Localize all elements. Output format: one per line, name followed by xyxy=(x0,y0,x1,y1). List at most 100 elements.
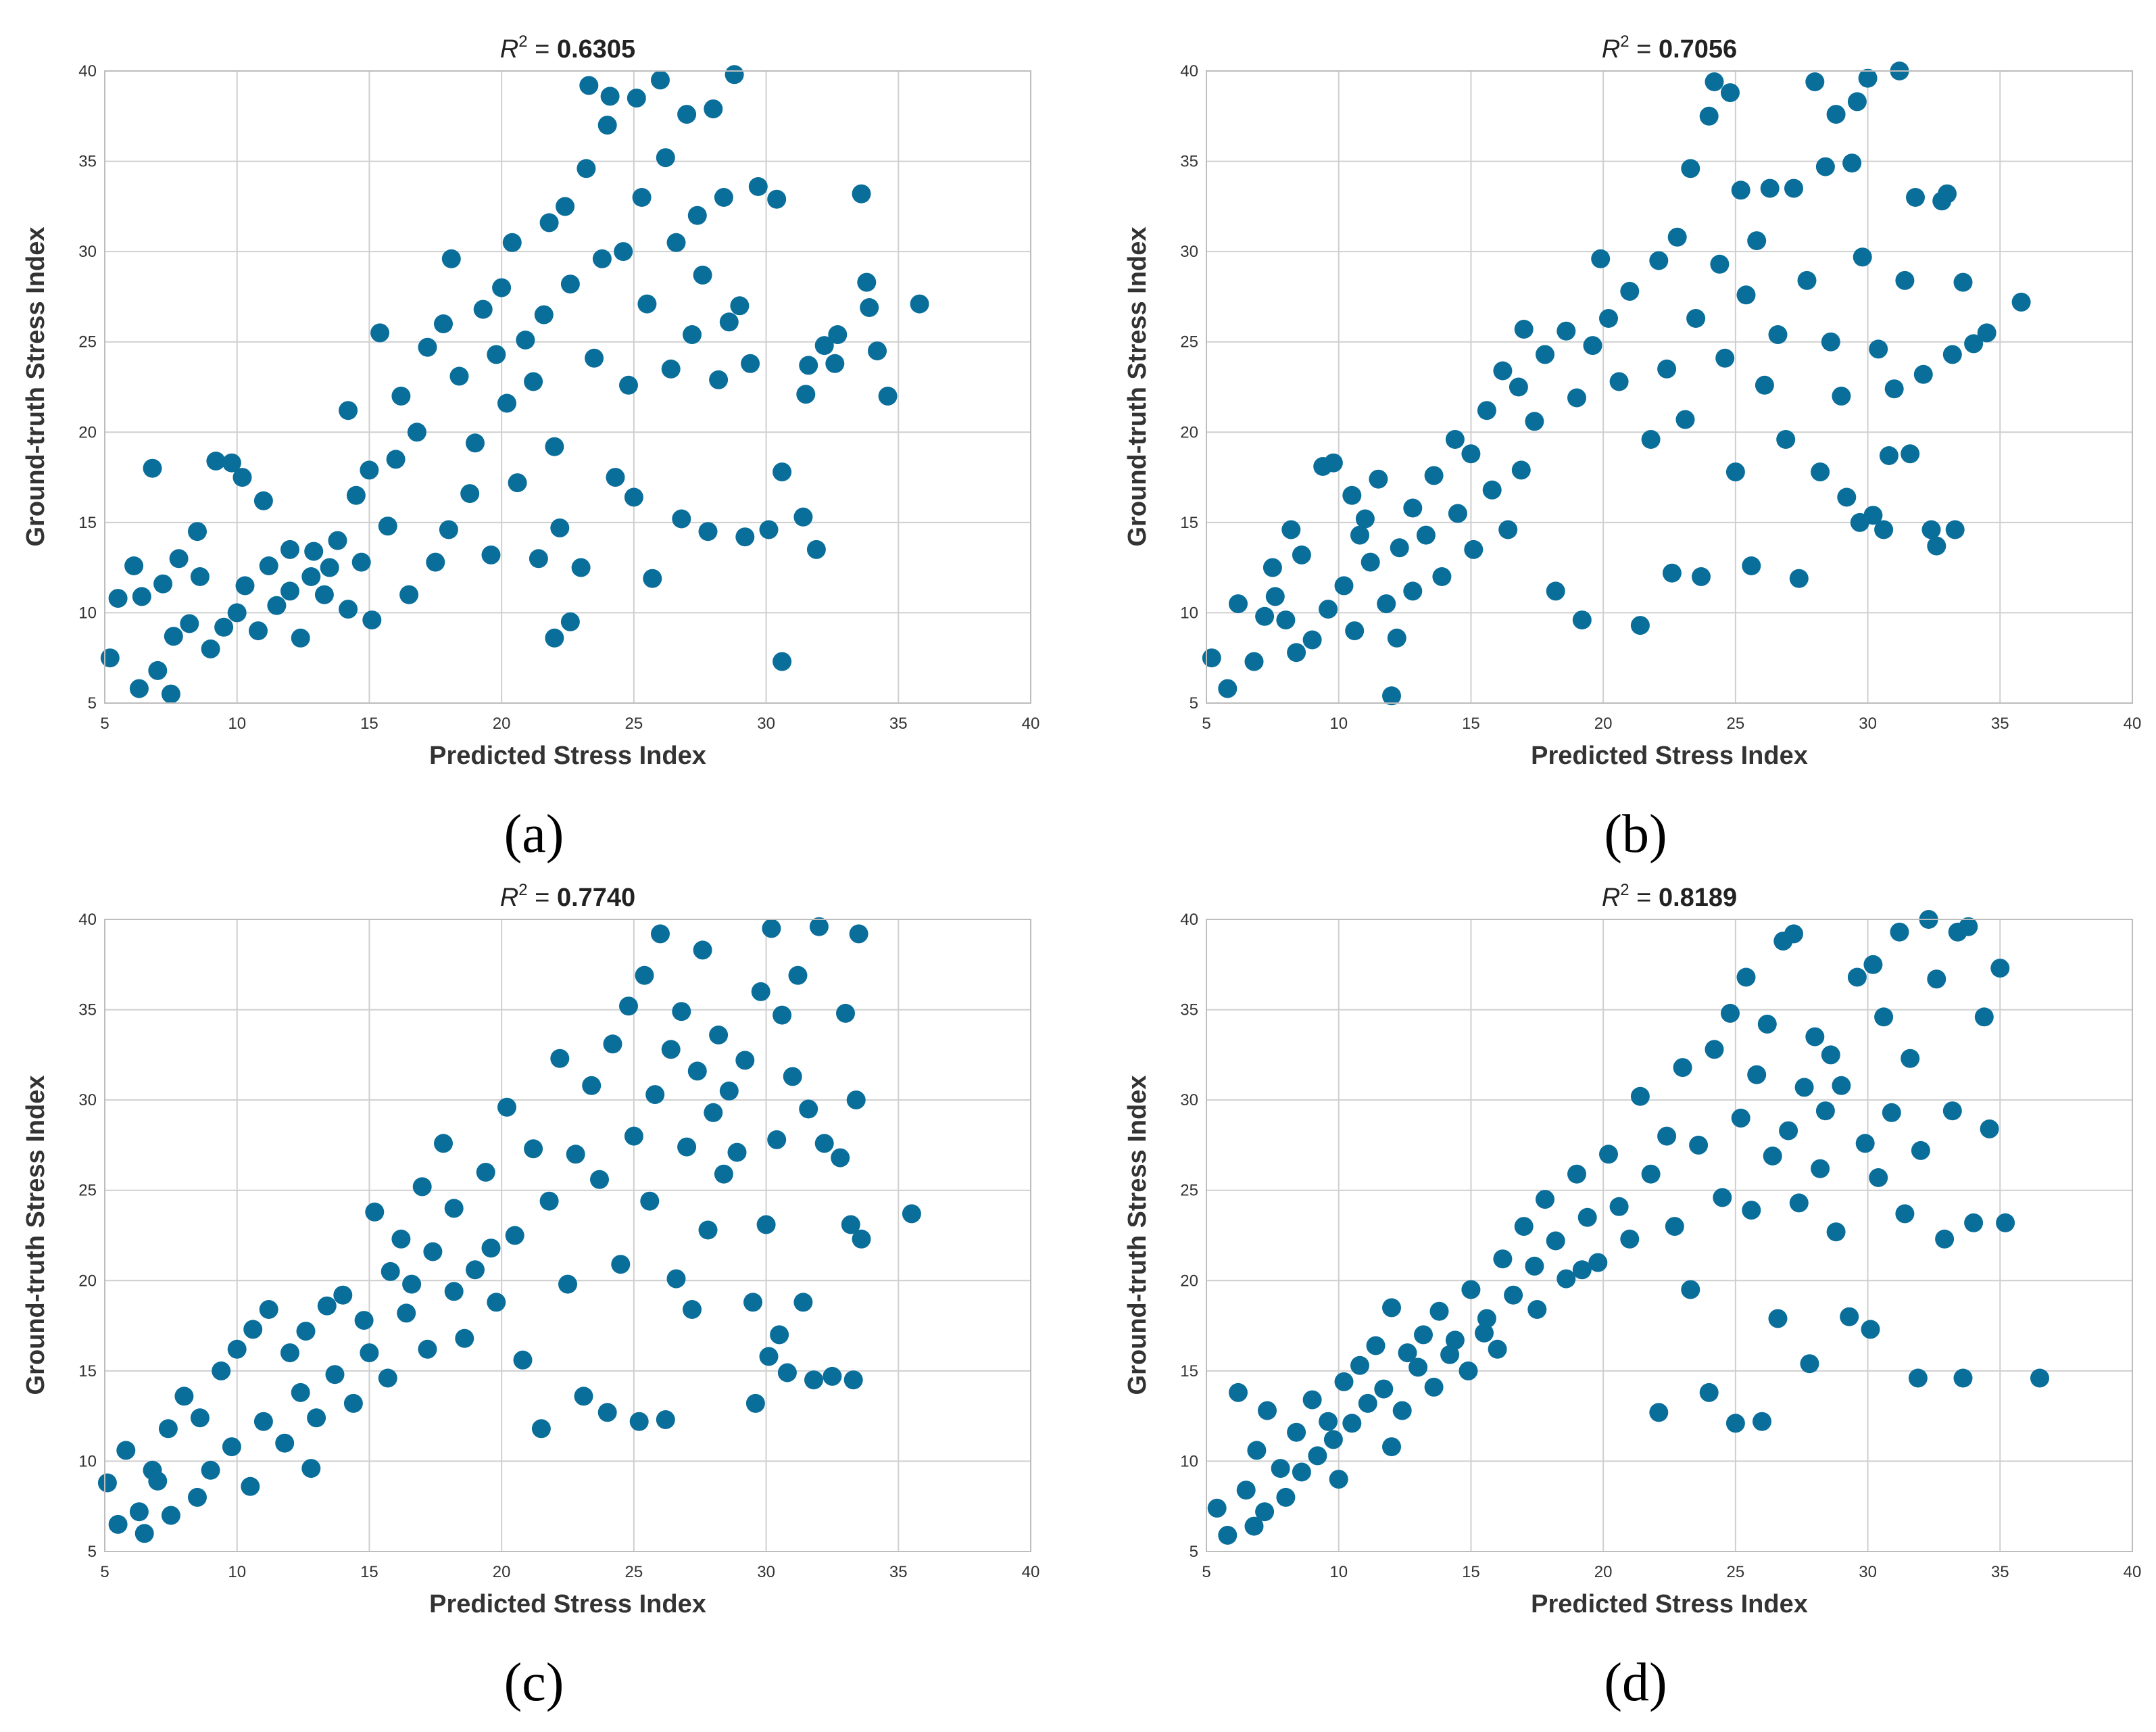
panel-b-y-tick-label-5: 30 xyxy=(1180,243,1198,261)
panel-a-point-46 xyxy=(545,437,564,456)
panel-b-point-31 xyxy=(1609,372,1629,391)
panel-b-point-109 xyxy=(1350,525,1369,545)
panel-d-point-87 xyxy=(1974,1007,1994,1027)
panel-c-point-100 xyxy=(325,1365,345,1385)
panel-a-point-68 xyxy=(656,148,675,168)
panel-d-point-46 xyxy=(1731,1108,1750,1128)
panel-a-point-91 xyxy=(796,385,816,404)
panel-c-point-37 xyxy=(566,1145,585,1164)
panel-d-x-tick-label-4: 25 xyxy=(1727,1563,1745,1581)
panel-a-point-16 xyxy=(320,558,339,577)
panel-a-x-ticks: 5 10 15 20 25 30 35 40 xyxy=(100,715,1039,733)
panel-a-point-105 xyxy=(227,603,247,623)
panel-d-point-57 xyxy=(1789,1193,1809,1213)
panel-b-point-87 xyxy=(1945,520,1965,539)
panel-a-point-120 xyxy=(164,627,183,646)
panel-b-point-11 xyxy=(1355,509,1375,529)
panel-a-point-15 xyxy=(301,567,321,586)
panel-a-point-54 xyxy=(579,76,599,95)
panel-c-y-axis-title: Ground-truth Stress Index xyxy=(22,1076,50,1395)
panel-b-point-23 xyxy=(1536,345,1554,364)
panel-c: R2 = 0.7740 5 10 15 20 25 30 35 40 5 10 15 20 25 30 3… xyxy=(22,881,1039,1712)
panel-b-point-12 xyxy=(1369,469,1388,489)
panel-b-point-44 xyxy=(1705,72,1724,91)
panel-a-point-21 xyxy=(378,516,397,536)
panel-a-y-tick-label-3: 20 xyxy=(78,423,97,441)
panel-b-point-47 xyxy=(1721,83,1740,103)
panel-b-point-26 xyxy=(1567,388,1586,408)
panel-b-point-48 xyxy=(1725,462,1745,482)
panel-d-point-37 xyxy=(1665,1217,1684,1236)
panel-a-point-48 xyxy=(556,197,575,216)
panel-c-title: R2 = 0.7740 xyxy=(500,881,635,912)
panel-a-point-115 xyxy=(339,600,358,619)
panel-c-point-49 xyxy=(645,1085,665,1105)
panel-c-point-67 xyxy=(745,1393,765,1413)
panel-a-point-55 xyxy=(585,348,604,368)
panel-d-y-tick-label-4: 25 xyxy=(1180,1182,1198,1200)
panel-d-point-78 xyxy=(1911,1140,1930,1160)
panel-a-point-74 xyxy=(687,206,707,225)
panel-c-point-24 xyxy=(444,1199,464,1218)
panel-d-point-31 xyxy=(1609,1197,1629,1216)
panel-d-label: (d) xyxy=(1604,1653,1667,1712)
panel-b-point-30 xyxy=(1599,309,1618,328)
panel-c-point-78 xyxy=(793,1293,813,1312)
panel-c-point-68 xyxy=(751,982,770,1001)
panel-c-point-106 xyxy=(161,1506,180,1525)
panel-c-point-48 xyxy=(640,1191,660,1211)
panel-a-point-9 xyxy=(188,522,207,542)
panel-a-y-tick-label-0: 5 xyxy=(88,694,97,713)
panel-d-point-68 xyxy=(1855,1134,1875,1153)
panel-b-point-37 xyxy=(1662,563,1682,583)
panel-b-point-68 xyxy=(1847,92,1867,112)
panel-d-point-27 xyxy=(1567,1164,1586,1184)
panel-c-point-94 xyxy=(222,1437,241,1457)
panel-b-point-15 xyxy=(1424,466,1444,485)
panel-a-x-tick-label-3: 20 xyxy=(493,715,511,733)
panel-c-point-69 xyxy=(756,1215,776,1234)
panel-a-point-90 xyxy=(793,507,813,527)
panel-a-x-tick-label-1: 10 xyxy=(228,715,246,733)
panel-b-point-32 xyxy=(1620,281,1640,301)
panel-d-point-86 xyxy=(1964,1213,1984,1232)
panel-b-point-75 xyxy=(1879,446,1898,465)
panel-a-point-44 xyxy=(534,305,554,324)
panel-d-point-45 xyxy=(1725,1414,1745,1433)
panel-b-point-25 xyxy=(1557,321,1576,341)
panel-c-point-11 xyxy=(259,1300,278,1319)
panel-d-point-25 xyxy=(1546,1231,1565,1251)
panel-d-point-59 xyxy=(1800,1354,1819,1374)
panel-d-point-58 xyxy=(1794,1078,1814,1097)
panel-c-point-38 xyxy=(574,1387,593,1406)
panel-d-point-56 xyxy=(1784,924,1803,944)
panel-c-point-84 xyxy=(831,1148,850,1168)
panel-d-point-74 xyxy=(1890,922,1909,942)
panel-c-point-7 xyxy=(190,1408,210,1428)
panel-c-point-5 xyxy=(158,1419,178,1439)
panel-d-point-9 xyxy=(1319,1412,1338,1431)
panel-a-point-110 xyxy=(280,581,299,601)
panel-c-point-42 xyxy=(603,1034,622,1054)
panel-b-x-tick-label-4: 25 xyxy=(1727,715,1745,733)
panel-d-point-40 xyxy=(1689,1135,1709,1155)
panel-b-point-61 xyxy=(1811,462,1830,482)
panel-d-x-ticks: 5 10 15 20 25 30 35 40 xyxy=(1202,1563,2141,1581)
panel-a-point-84 xyxy=(741,354,760,373)
panel-a-point-7 xyxy=(148,660,168,680)
panel-d-point-50 xyxy=(1753,1412,1771,1431)
panel-c-point-104 xyxy=(397,1303,416,1323)
panel-a-point-5 xyxy=(129,679,149,698)
panel-d-point-12 xyxy=(1366,1336,1386,1355)
panel-b-point-82 xyxy=(1921,520,1941,539)
panel-a-point-60 xyxy=(614,242,633,262)
panel-d-point-19 xyxy=(1477,1309,1496,1328)
panel-a-point-41 xyxy=(516,331,535,350)
panel-d-point-106 xyxy=(1255,1502,1275,1522)
panel-a-point-26 xyxy=(418,337,437,357)
panel-a-x-tick-label-6: 35 xyxy=(889,715,908,733)
panel-d-x-tick-label-3: 20 xyxy=(1594,1563,1613,1581)
panel-b-point-46 xyxy=(1715,348,1735,368)
panel-a-point-98 xyxy=(857,272,877,292)
panel-c-point-54 xyxy=(672,1002,691,1021)
